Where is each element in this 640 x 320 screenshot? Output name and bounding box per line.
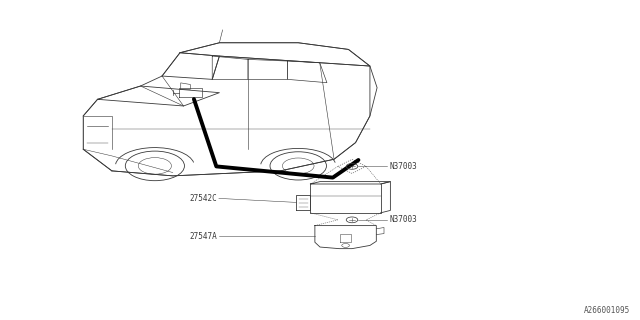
Text: 27542C: 27542C — [190, 194, 218, 203]
Text: N37003: N37003 — [389, 162, 417, 171]
Text: 27547A: 27547A — [190, 232, 218, 241]
Text: N37003: N37003 — [389, 215, 417, 224]
Text: A266001095: A266001095 — [584, 306, 630, 315]
